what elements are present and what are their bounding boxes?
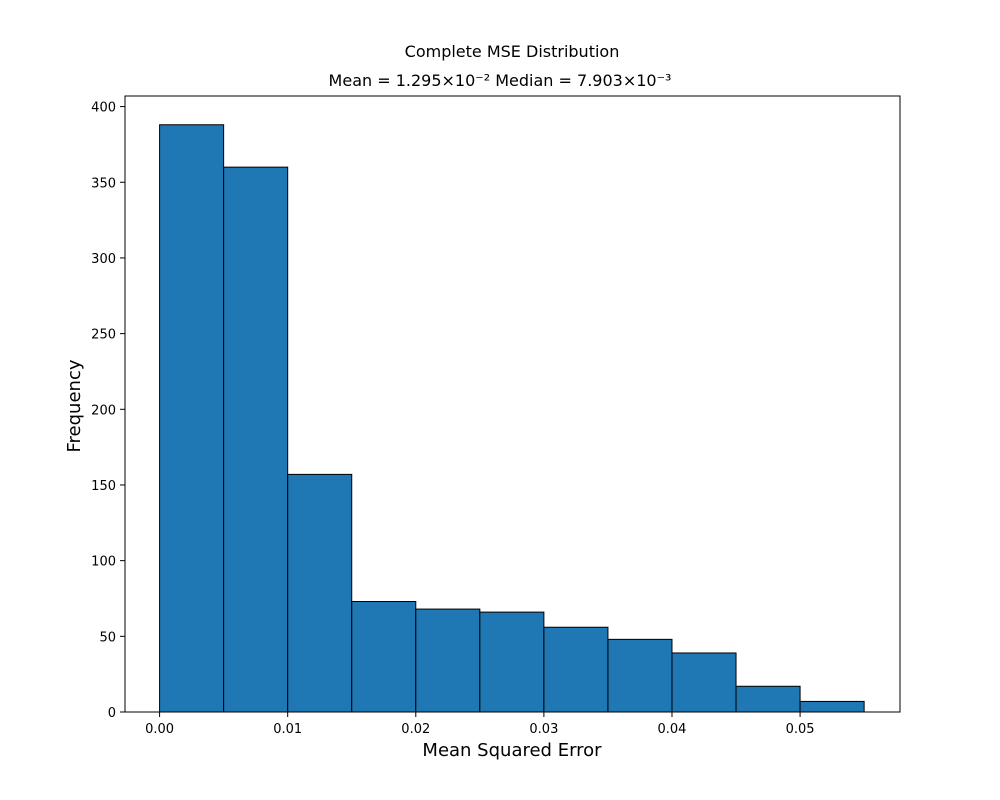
x-tick-label: 0.00 [145, 722, 174, 737]
y-axis-ticks: 0 50 100 150 200 250 300 350 400 [91, 101, 125, 721]
histogram-bar-1 [223, 166, 289, 713]
y-tick-label: 250 [91, 328, 116, 343]
y-tick-label: 350 [91, 176, 116, 191]
histogram-bar-3 [351, 601, 417, 713]
histogram-bar-2 [287, 473, 353, 713]
y-tick-label: 300 [91, 252, 116, 267]
x-axis-ticks: 0.00 0.01 0.02 0.03 0.04 0.05 [145, 712, 815, 737]
histogram-bar-9 [735, 685, 801, 713]
y-tick-label: 400 [91, 101, 116, 116]
bars-group [159, 124, 865, 713]
histogram-bar-4 [415, 608, 481, 713]
y-tick-label: 50 [99, 630, 116, 645]
x-axis-label: Mean Squared Error [422, 740, 602, 761]
histogram-bar-8 [671, 652, 737, 713]
x-tick-label: 0.01 [273, 722, 302, 737]
x-tick-label: 0.04 [658, 722, 687, 737]
x-tick-label: 0.05 [786, 722, 815, 737]
histogram-bar-5 [479, 611, 545, 713]
chart-subtitle: Mean = 1.295×10⁻² Median = 7.903×10⁻³ [329, 71, 672, 90]
y-tick-label: 200 [91, 403, 116, 418]
x-tick-label: 0.02 [401, 722, 430, 737]
y-tick-label: 0 [108, 706, 116, 721]
y-tick-label: 100 [91, 555, 116, 570]
y-axis-label: Frequency [64, 359, 85, 452]
plot-frame [124, 95, 901, 713]
histogram-bar-7 [607, 638, 673, 713]
y-tick-label: 150 [91, 479, 116, 494]
x-tick-label: 0.03 [529, 722, 558, 737]
histogram-bar-6 [543, 626, 609, 713]
histogram-bar-0 [159, 124, 225, 713]
histogram-bar-10 [799, 700, 865, 713]
chart-title: Complete MSE Distribution [405, 42, 620, 61]
